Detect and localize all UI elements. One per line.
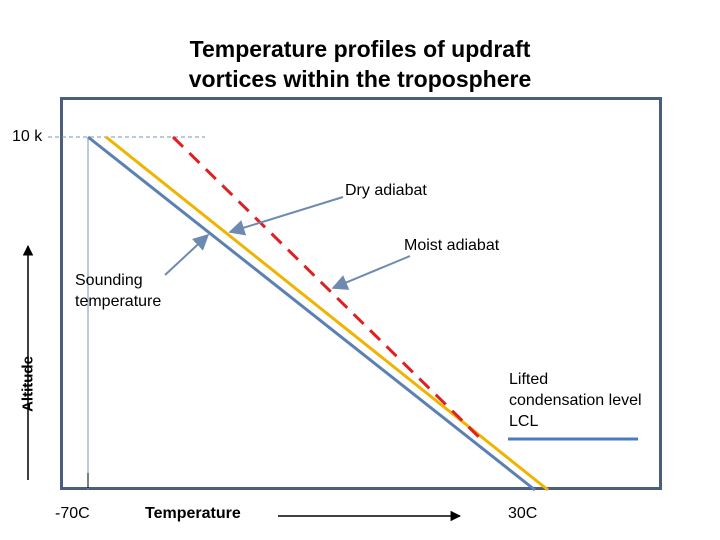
sounding-arrow <box>164 233 210 276</box>
lcl-label-line-3: LCL <box>509 413 539 430</box>
title: Temperature profiles of updraft vortices… <box>0 34 720 94</box>
moist-adiabat-line <box>105 135 549 492</box>
moist-adiabat-label: Moist adiabat <box>404 237 500 254</box>
temperature-axis-label: Temperature <box>145 505 241 522</box>
title-line-2: vortices within the troposphere <box>188 66 532 92</box>
lcl-label-line-2: condensation level <box>509 392 642 409</box>
max-temperature-label: 30C <box>508 505 538 522</box>
dry-adiabat-arrow <box>228 196 344 236</box>
sounding-label-line-1: Sounding <box>75 272 143 289</box>
lcl-label: Lifted condensation level LCL <box>509 369 642 432</box>
dry-adiabat-label: Dry adiabat <box>345 182 427 199</box>
lcl-label-line-1: Lifted <box>509 371 549 388</box>
min-temperature-label: -70C <box>55 505 90 522</box>
sounding-temperature-label: Sounding temperature <box>75 270 161 312</box>
sounding-temperature-line <box>87 135 536 492</box>
title-line-1: Temperature profiles of updraft <box>189 36 531 62</box>
top-altitude-label: 10 k <box>12 128 43 145</box>
sounding-label-line-2: temperature <box>75 293 162 310</box>
dry-adiabat-line <box>171 135 486 444</box>
altitude-axis-label: Altitude <box>19 356 37 412</box>
moist-adiabat-arrow <box>331 255 411 290</box>
diagram-frame <box>60 97 662 490</box>
